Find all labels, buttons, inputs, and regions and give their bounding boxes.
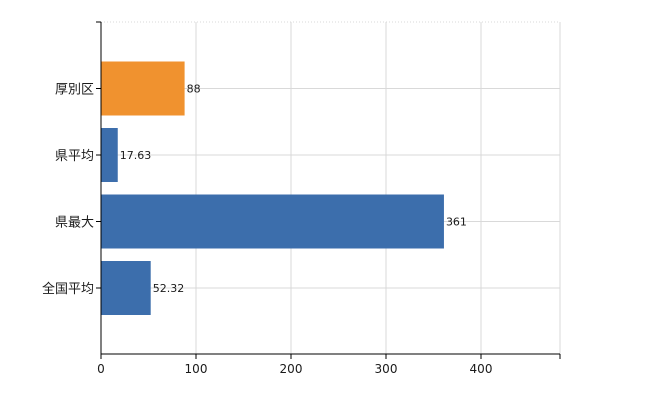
data-label: 88 [187,83,201,96]
x-tick-label: 0 [97,362,105,376]
category-label: 県平均 [55,149,94,164]
category-label: 厚別区 [55,83,94,98]
x-tick-label: 200 [280,362,303,376]
category-label: 県最大 [55,216,94,231]
x-tick-label: 400 [470,362,493,376]
x-tick-label: 300 [375,362,398,376]
axes [96,21,561,359]
bar-2 [101,128,118,182]
x-tick-label: 100 [185,362,208,376]
bar-4 [101,261,151,315]
category-label: 全国平均 [42,281,94,297]
data-label: 361 [446,216,467,229]
bar-1 [101,61,185,116]
data-label: 52.32 [153,282,185,295]
data-label: 17.63 [120,149,152,162]
bar-3 [101,194,444,249]
bars [101,61,444,315]
